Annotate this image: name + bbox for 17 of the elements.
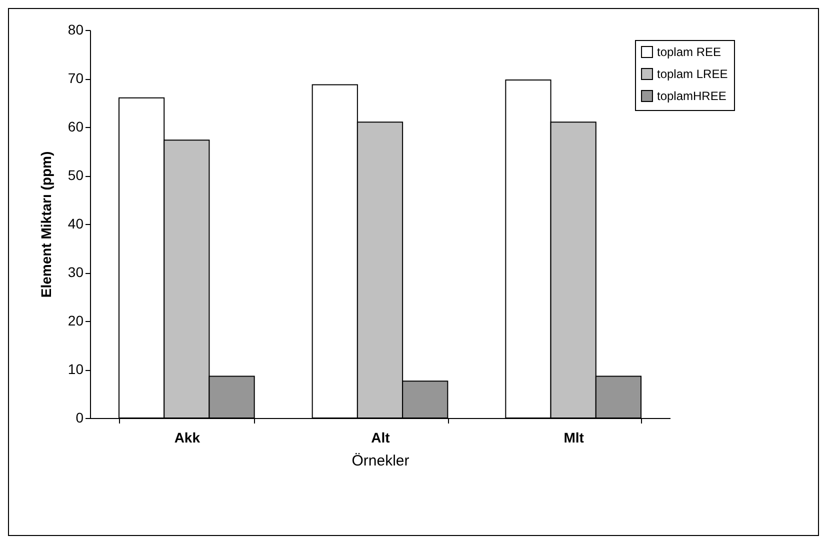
y-tick-label: 30 — [68, 264, 84, 280]
y-tick-label: 60 — [68, 118, 84, 134]
y-tick-label: 10 — [68, 361, 84, 377]
legend-label: toplamHREE — [657, 89, 726, 103]
legend-label: toplam REE — [657, 45, 722, 59]
y-tick-label: 0 — [76, 410, 84, 426]
y-axis-title: Element Miktarı (ppm) — [38, 151, 54, 298]
y-tick-label: 40 — [68, 216, 84, 232]
x-tick-label: Akk — [174, 430, 200, 446]
y-tick-label: 80 — [68, 22, 84, 38]
y-tick-label: 70 — [68, 70, 84, 86]
legend-label: toplam LREE — [657, 67, 728, 81]
x-tick-label: Alt — [371, 430, 390, 446]
y-tick-label: 20 — [68, 312, 84, 328]
y-tick-label: 50 — [68, 167, 84, 183]
x-axis-title: Örnekler — [352, 452, 410, 470]
x-tick-label: Mlt — [564, 430, 584, 446]
